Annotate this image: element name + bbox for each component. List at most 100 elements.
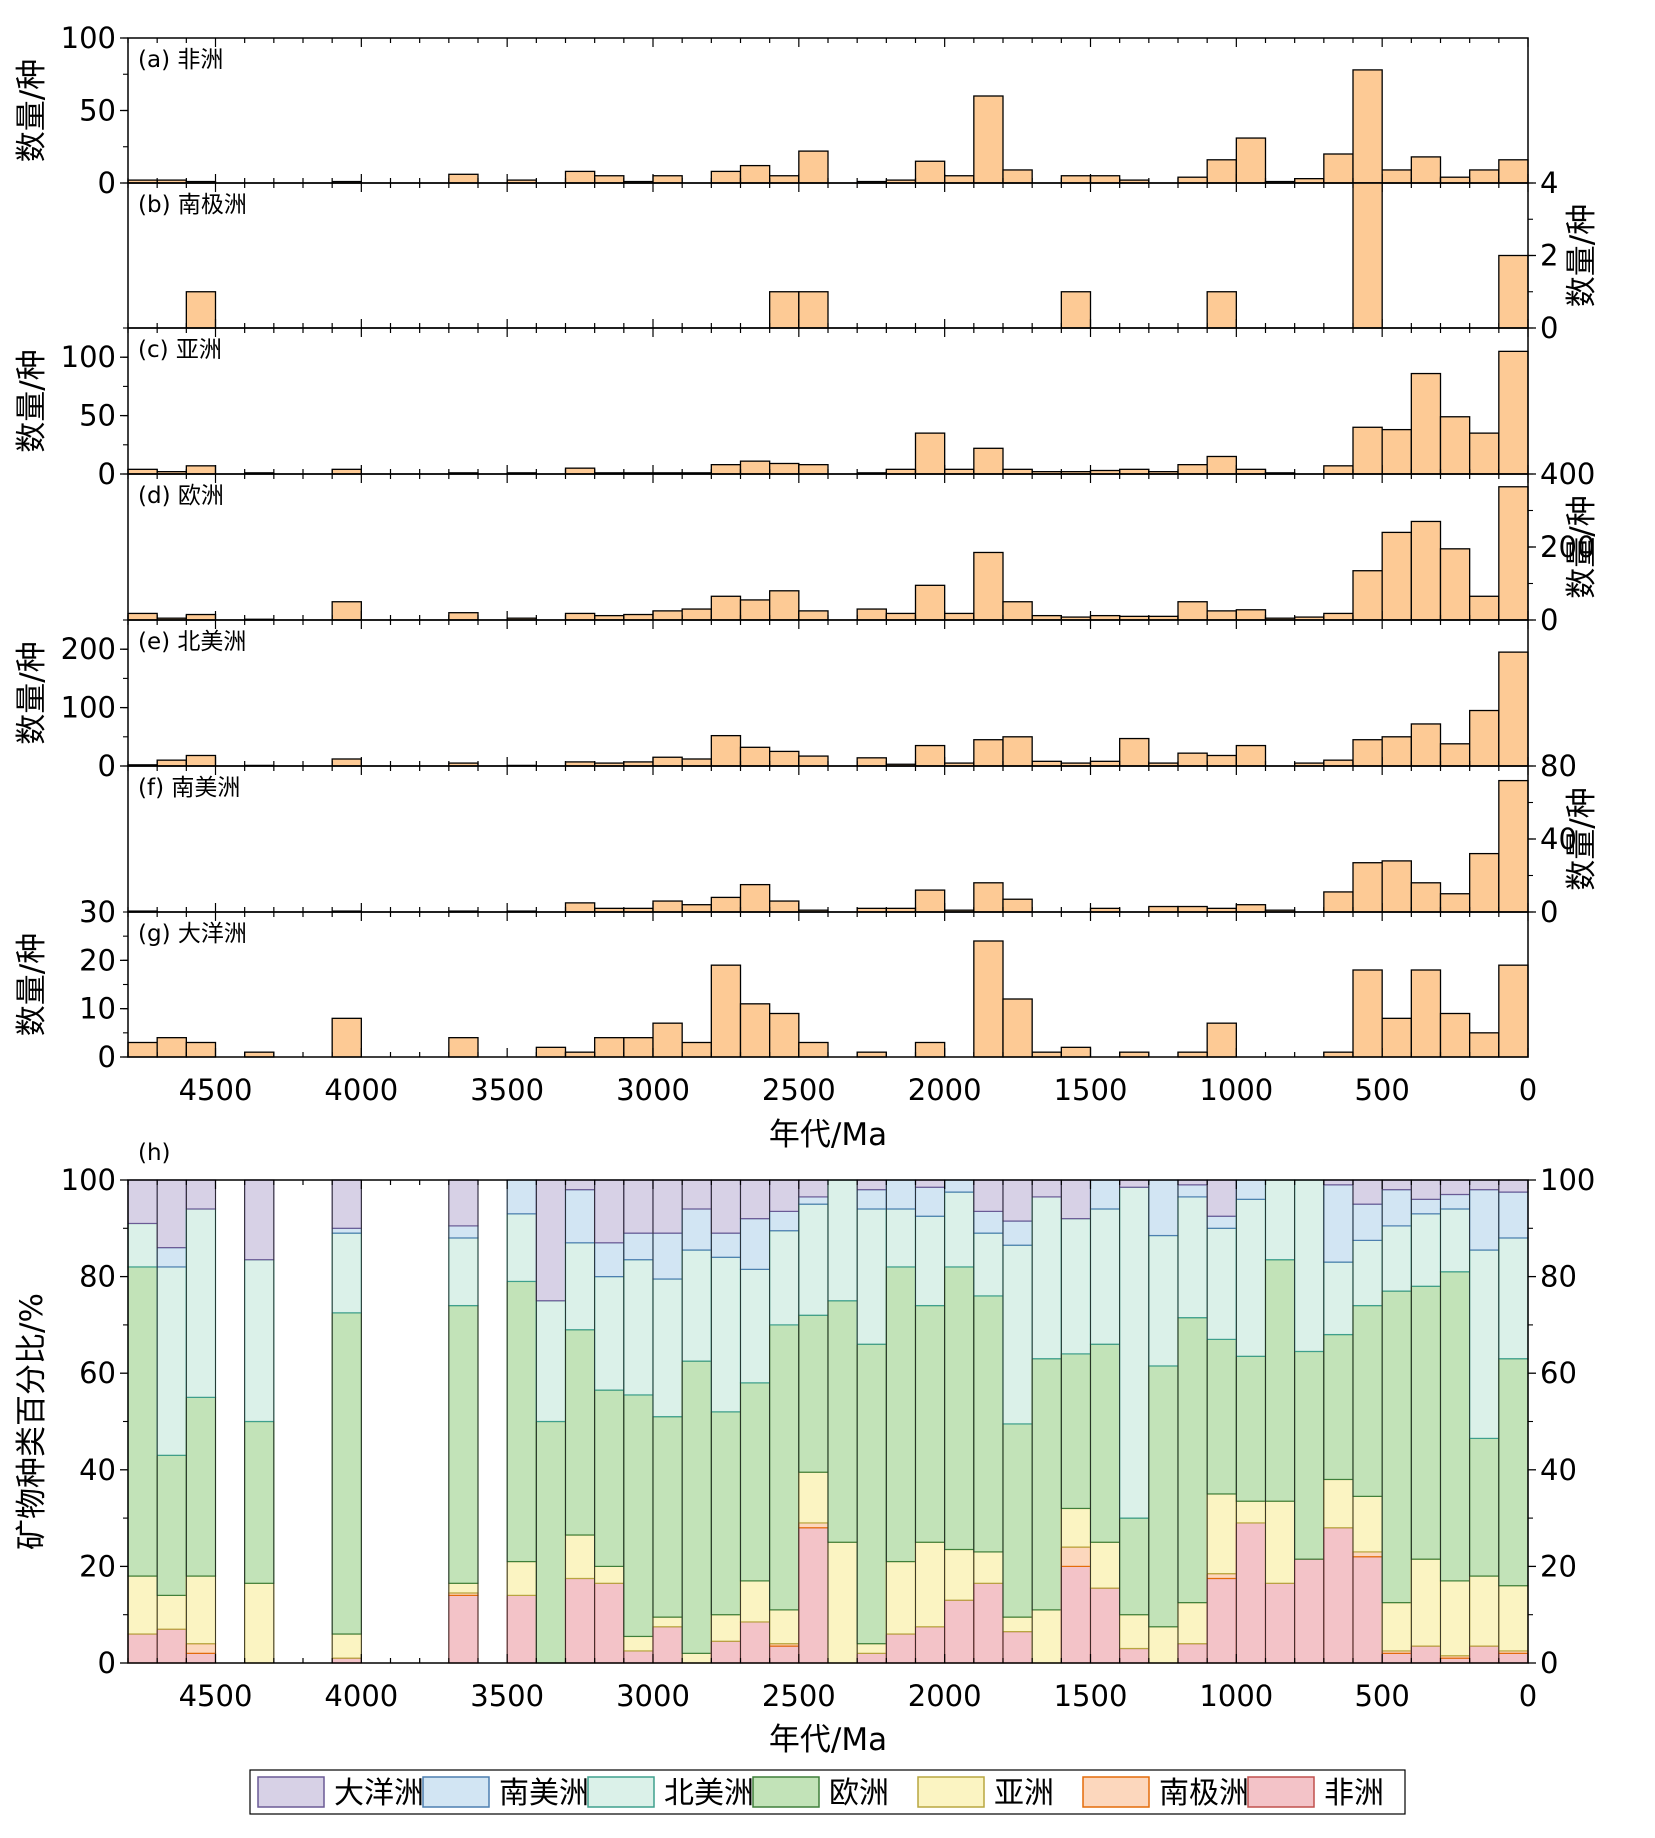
bar bbox=[798, 755, 829, 767]
y-axis-label: 数量/种 bbox=[1564, 495, 1600, 598]
stack-segment bbox=[185, 1179, 217, 1210]
bar bbox=[1469, 595, 1500, 621]
bar bbox=[798, 610, 829, 621]
stack-segment bbox=[944, 1179, 975, 1193]
panel-c: 0 50 100 数量/种 (c) 亚洲 bbox=[14, 327, 1529, 491]
stack-segment bbox=[856, 1343, 887, 1645]
bar bbox=[623, 613, 654, 621]
y-tick-label: 200 bbox=[61, 632, 116, 666]
stack-segment bbox=[331, 1227, 362, 1234]
legend-label: 南极洲 bbox=[1159, 1776, 1249, 1811]
stack-segment bbox=[185, 1396, 217, 1577]
x-tick-label: 4500 bbox=[179, 1679, 253, 1713]
panel-label: (f) 南美洲 bbox=[138, 775, 240, 801]
stack-segment bbox=[914, 1179, 946, 1188]
bar bbox=[681, 608, 712, 621]
bar bbox=[914, 432, 946, 475]
legend-swatch bbox=[587, 1776, 655, 1808]
panel-label: (g) 大洋洲 bbox=[138, 921, 247, 947]
stack-segment bbox=[973, 1582, 1004, 1664]
y-tick-label: 100 bbox=[61, 340, 116, 374]
stack-segment bbox=[594, 1179, 625, 1244]
x-tick-label: 3500 bbox=[470, 1073, 544, 1107]
stack-segment bbox=[652, 1278, 683, 1418]
stack-segment bbox=[710, 1640, 742, 1664]
stack-segment bbox=[1498, 1191, 1529, 1239]
stack-segment bbox=[1002, 1616, 1033, 1633]
legend-swatch bbox=[752, 1776, 820, 1808]
stack-segment bbox=[681, 1360, 712, 1654]
stack-segment bbox=[1060, 1507, 1092, 1548]
stack-segment bbox=[1119, 1517, 1150, 1616]
stack-segment bbox=[1352, 1556, 1383, 1664]
y-tick-label: 4 bbox=[1540, 166, 1558, 200]
stack-segment bbox=[1206, 1573, 1237, 1580]
stack-segment bbox=[623, 1650, 654, 1664]
stack-segment bbox=[1119, 1179, 1150, 1188]
bar bbox=[1206, 1022, 1237, 1058]
panel-label: (d) 欧洲 bbox=[138, 483, 224, 509]
x-tick-label: 4000 bbox=[324, 1073, 398, 1107]
bar bbox=[1352, 426, 1383, 475]
bar bbox=[1498, 779, 1529, 913]
bar bbox=[185, 754, 217, 767]
y-axis-label: 数量/种 bbox=[14, 59, 50, 162]
bar bbox=[1002, 998, 1033, 1058]
stack-segment bbox=[185, 1575, 217, 1645]
stack-segment bbox=[1206, 1179, 1237, 1217]
bar bbox=[1352, 739, 1383, 767]
bar bbox=[1469, 709, 1500, 767]
bar bbox=[914, 889, 946, 913]
stack-segment bbox=[944, 1599, 975, 1664]
stack-segment bbox=[623, 1635, 654, 1652]
stack-segment bbox=[739, 1382, 771, 1582]
stack-segment bbox=[1206, 1577, 1237, 1664]
bar bbox=[1002, 169, 1033, 184]
stack-segment bbox=[1410, 1179, 1442, 1200]
panel-g: 0 10 20 数量/种 (g) 大洋洲 bbox=[14, 911, 1529, 1074]
bar bbox=[156, 1037, 187, 1058]
stack-segment bbox=[156, 1247, 187, 1268]
bar bbox=[1410, 520, 1442, 621]
stack-segment bbox=[1410, 1645, 1442, 1664]
stack-segment bbox=[448, 1582, 479, 1594]
stack-segment bbox=[1031, 1179, 1062, 1198]
y-axis-label: 数量/种 bbox=[14, 933, 50, 1036]
x-tick-label: 1000 bbox=[1199, 1679, 1273, 1713]
stack-segment bbox=[185, 1652, 217, 1664]
stack-segment bbox=[535, 1179, 567, 1302]
stack-segment bbox=[1323, 1333, 1354, 1481]
stack-segment bbox=[681, 1208, 712, 1251]
y-tick-label: 40 bbox=[79, 1453, 116, 1487]
legend: 大洋洲 南美洲 北美洲 欧洲 亚洲 南极洲 非洲 bbox=[249, 1769, 1406, 1815]
panel-frame bbox=[127, 327, 1529, 475]
stack-segment bbox=[769, 1609, 800, 1645]
bar bbox=[1410, 156, 1442, 184]
stack-segment bbox=[506, 1594, 537, 1664]
stack-segment bbox=[448, 1594, 479, 1664]
stack-segment bbox=[739, 1580, 771, 1623]
stack-segment bbox=[1206, 1227, 1237, 1340]
stack-segment bbox=[1148, 1626, 1179, 1664]
bar bbox=[1060, 175, 1092, 184]
y-tick-label: 100 bbox=[61, 21, 116, 55]
y-tick-label: 100 bbox=[1540, 1163, 1595, 1197]
bar bbox=[856, 757, 887, 767]
x-tick-label: 500 bbox=[1354, 1073, 1409, 1107]
panel-d: 0 200 400 数量/种 (d) 欧洲 bbox=[127, 457, 1600, 637]
y-tick-label: 40 bbox=[1540, 1453, 1577, 1487]
stack-segment bbox=[1060, 1546, 1092, 1567]
bar bbox=[1352, 182, 1383, 329]
bar bbox=[1498, 964, 1529, 1058]
stack-segment bbox=[594, 1242, 625, 1278]
bar bbox=[1206, 455, 1237, 475]
stack-segment bbox=[827, 1179, 858, 1302]
stack-segment bbox=[331, 1232, 362, 1314]
stack-segment bbox=[506, 1280, 537, 1563]
bar bbox=[973, 882, 1004, 913]
stack-segment bbox=[798, 1314, 829, 1473]
stack-segment bbox=[244, 1259, 275, 1423]
stack-segment bbox=[127, 1633, 158, 1664]
stack-segment bbox=[1002, 1220, 1033, 1246]
